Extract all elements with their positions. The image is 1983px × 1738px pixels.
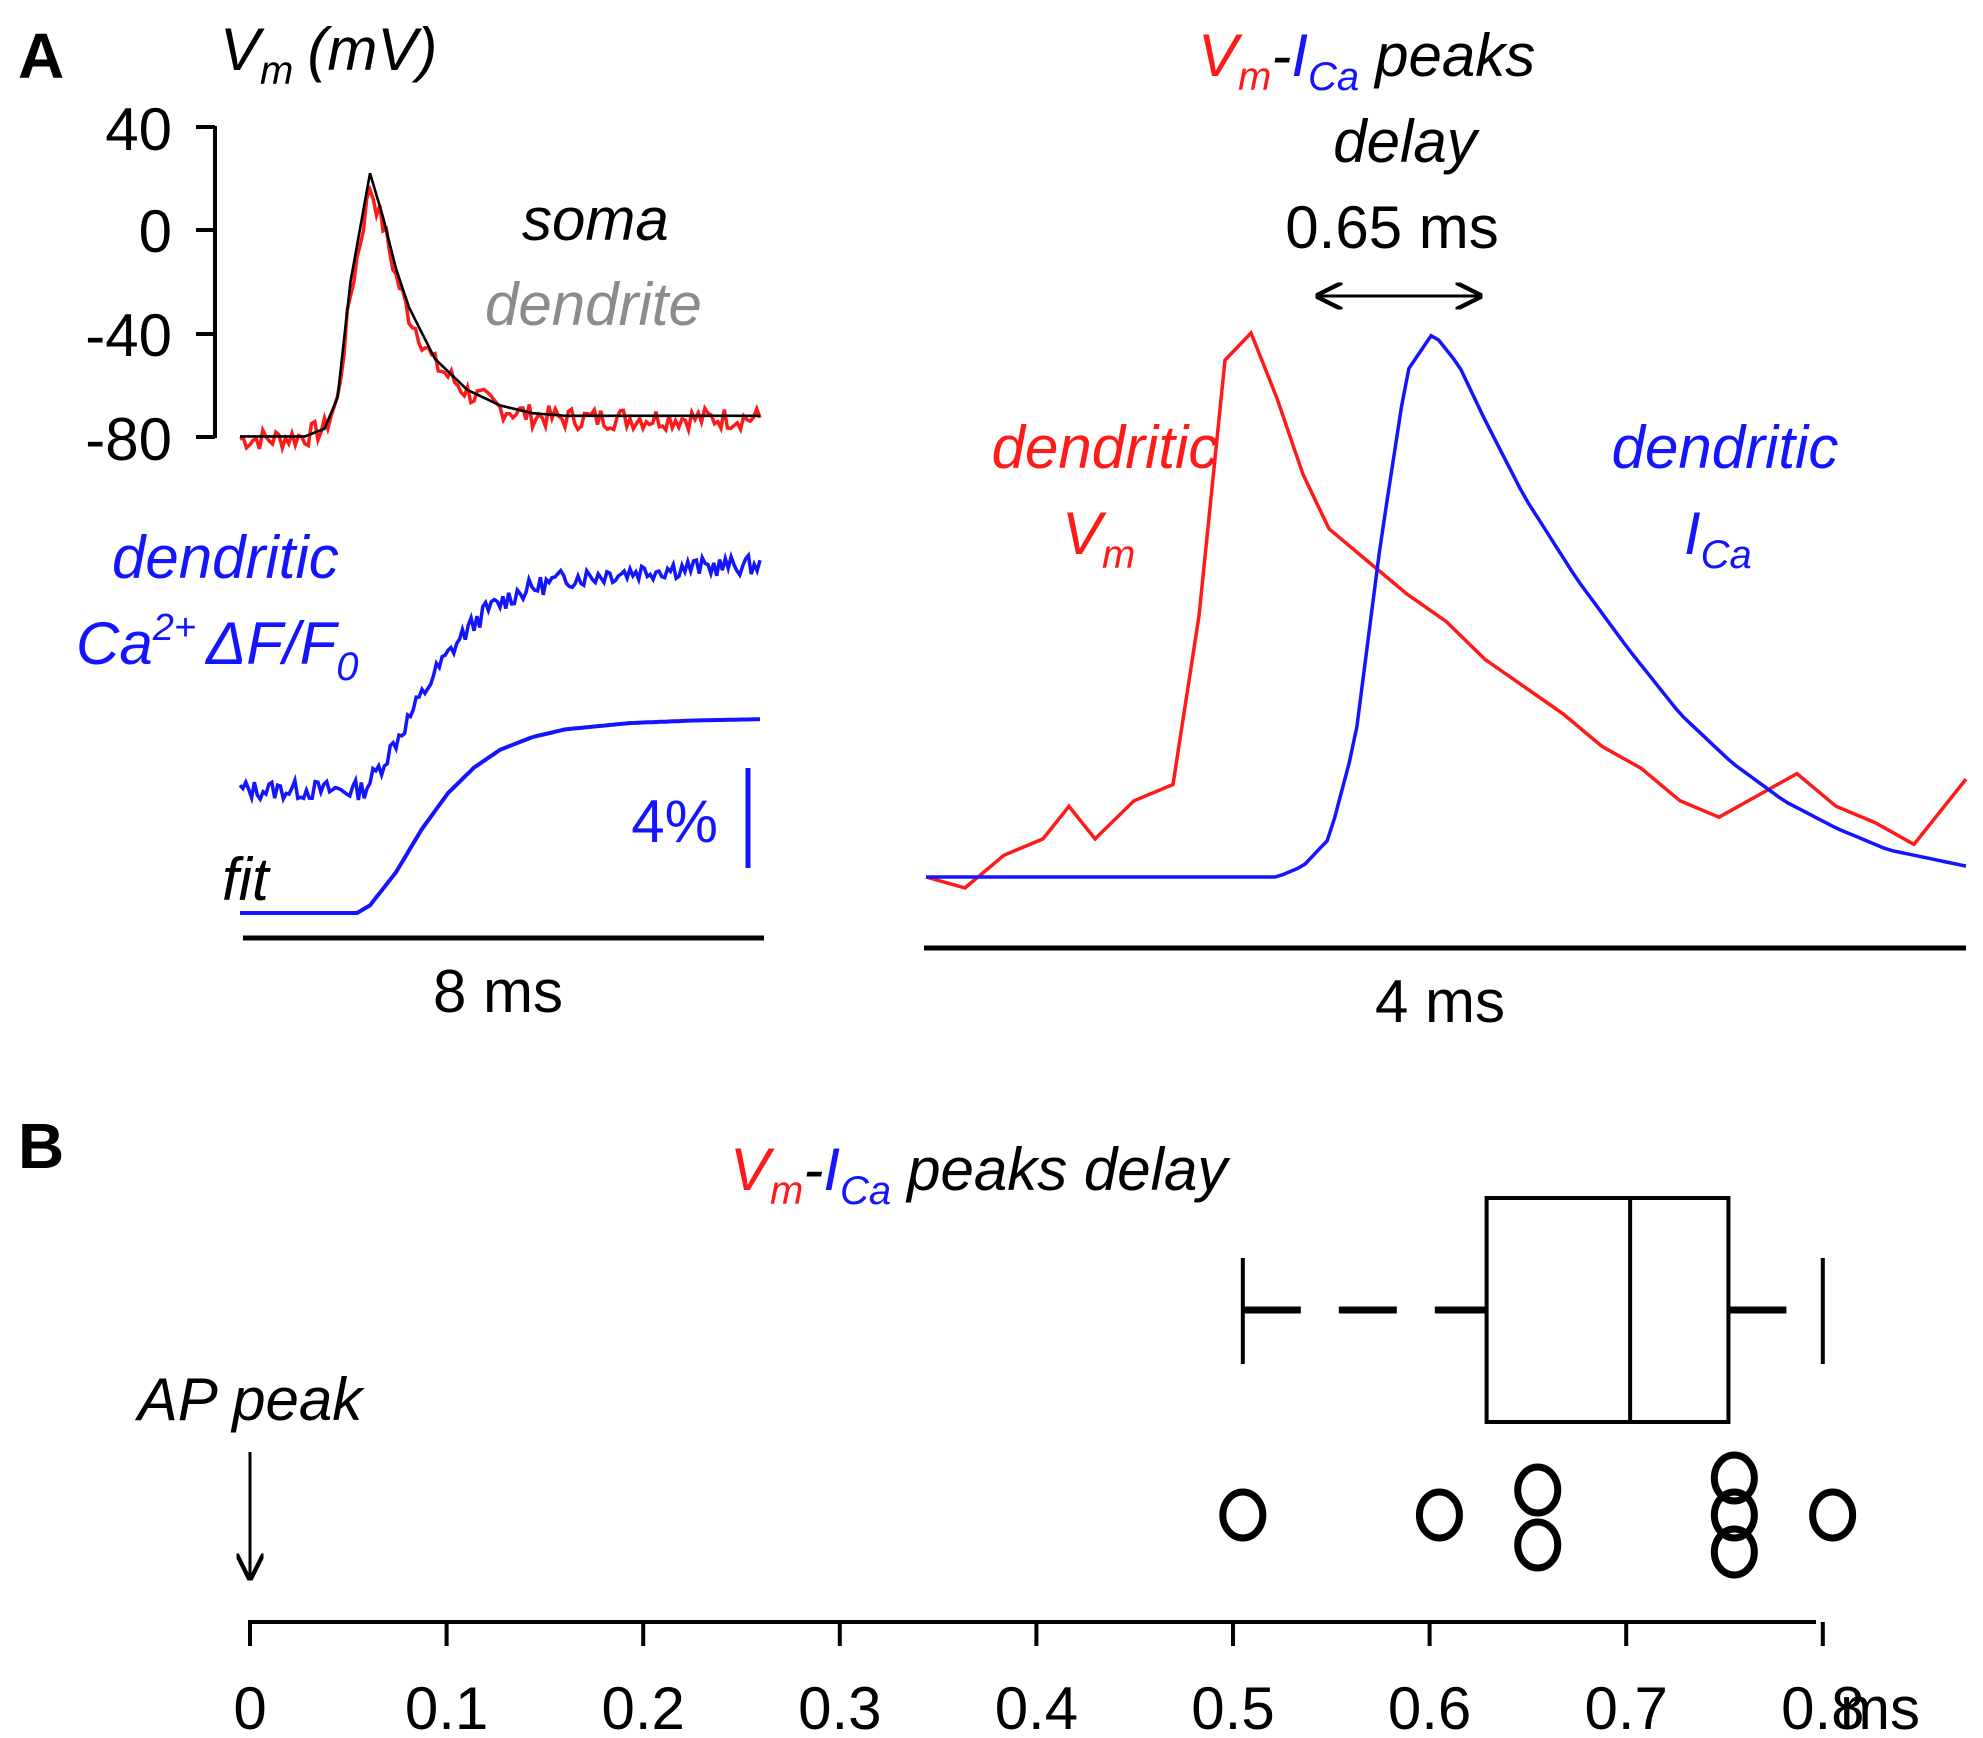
vm-y-axis [196, 125, 217, 439]
b-tick-label-5: 0.5 [1191, 1675, 1274, 1738]
b-data-point [1809, 1488, 1857, 1542]
dendritic-ica-label-line1: dendritic [1612, 414, 1839, 481]
b-data-point [1219, 1488, 1267, 1542]
scale-bar-4ms-label: 4 ms [1375, 968, 1505, 1035]
dendritic-vm-label-line1: dendritic [992, 414, 1219, 481]
b-tick-label-3: 0.3 [798, 1675, 881, 1738]
scale-bar-8ms-label: 8 ms [433, 958, 563, 1025]
vm-tick-label-0: 0 [139, 198, 172, 265]
b-data-point [1710, 1451, 1758, 1505]
fit-label: fit [222, 846, 271, 913]
ca-fit-trace [240, 717, 761, 915]
dend-ca-label-line1: dendritic [112, 524, 339, 591]
b-tick-label-1: 0.1 [405, 1675, 488, 1738]
scale-bar-4pct-label: 4% [631, 788, 718, 855]
b-data-point [1710, 1525, 1758, 1579]
vm-tick-label-m80: -80 [85, 406, 172, 473]
b-tick-label-4: 0.4 [995, 1675, 1078, 1738]
dend-ca-label-line2: Ca2+ ΔF/F0 [76, 607, 359, 689]
b-tick-label-2: 0.2 [601, 1675, 684, 1738]
b-tick-label-0: 0 [233, 1675, 266, 1738]
b-tick-label-6: 0.6 [1388, 1675, 1471, 1738]
ca-dff-trace [238, 550, 762, 805]
soma-label: soma [522, 186, 669, 253]
delay-value: 0.65 ms [1285, 194, 1498, 261]
right-ica-trace [926, 333, 1967, 879]
panel-label-b: B [18, 1110, 64, 1182]
vm-axis-title: Vm (mV) [220, 16, 437, 93]
b-title: Vm-ICa peaks delay [730, 1136, 1231, 1213]
right-vm-trace [925, 329, 1968, 890]
b-data-point [1514, 1518, 1562, 1572]
vm-tick-label-40: 40 [105, 96, 172, 163]
panel-label-a: A [18, 20, 64, 92]
b-axis-unit: ms [1840, 1675, 1920, 1738]
b-tick-label-7: 0.7 [1584, 1675, 1667, 1738]
dendritic-vm-label-line2: Vm [1062, 500, 1135, 577]
delay-label: delay [1333, 108, 1480, 175]
b-box [1484, 1196, 1731, 1424]
b-tick-label-8: 0.8 [1781, 1675, 1864, 1738]
b-data-point [1514, 1463, 1562, 1517]
b-data-point [1710, 1488, 1758, 1542]
dendrite-label: dendrite [485, 271, 702, 338]
dendritic-ica-label-line2: ICa [1684, 500, 1752, 577]
vm-soma-trace [240, 172, 760, 438]
b-data-point [1415, 1488, 1463, 1542]
right-title: Vm-ICa peaks [1198, 22, 1535, 99]
ap-peak-label: AP peak [135, 1366, 366, 1433]
vm-tick-label-m40: -40 [85, 302, 172, 369]
